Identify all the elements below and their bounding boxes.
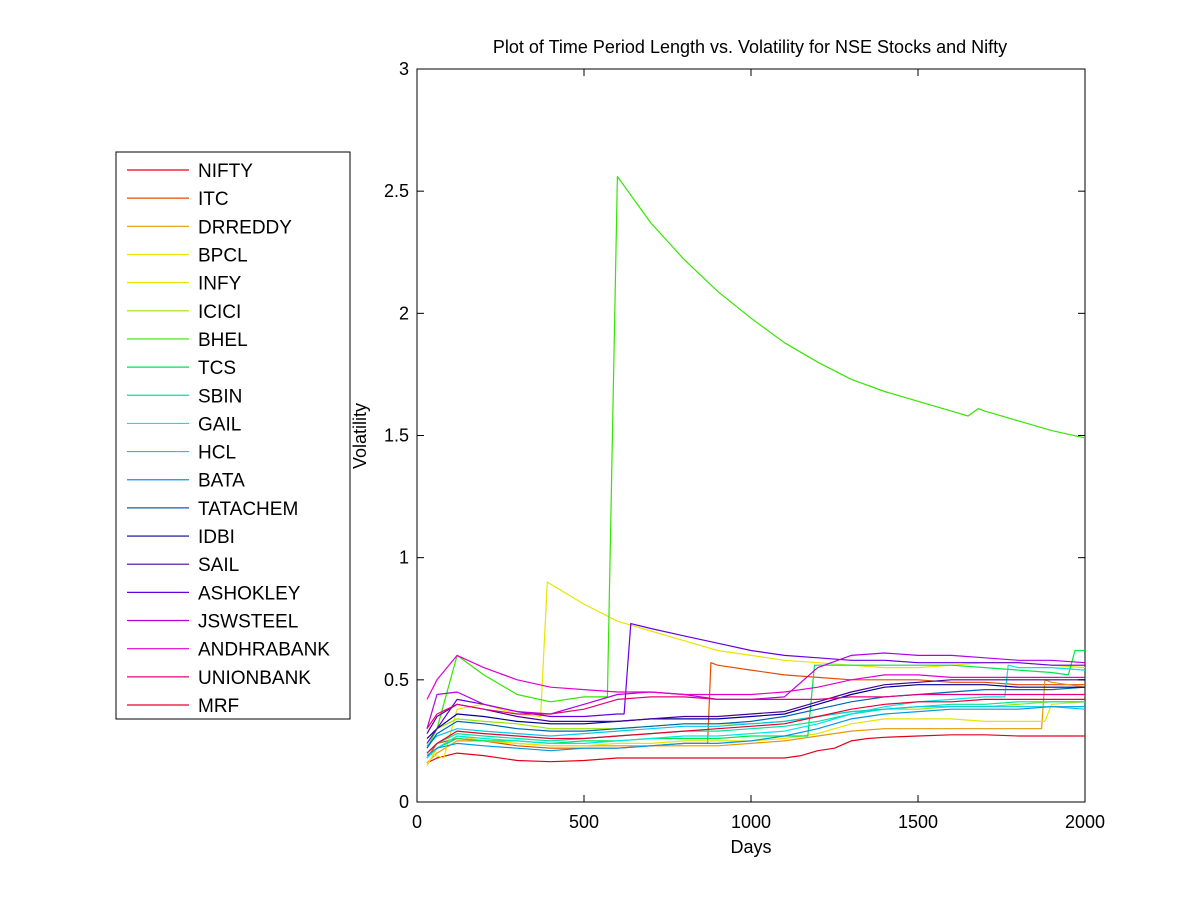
series-line-andhrabank (426, 654, 1085, 700)
series-line-unionbank (426, 693, 1085, 730)
legend-item: NIFTY (127, 161, 253, 182)
legend-item: UNIONBANK (127, 668, 311, 689)
legend-item: GAIL (127, 414, 241, 435)
legend-item: ICICI (127, 302, 241, 323)
series-line-itc (426, 662, 1085, 759)
x-tick-label: 0 (412, 812, 422, 832)
legend-item: IDBI (127, 527, 235, 548)
legend-label: TATACHEM (198, 499, 298, 520)
y-tick-label: 0.5 (384, 670, 409, 690)
series-line-gail (426, 664, 1086, 759)
legend-label: DRREDDY (198, 217, 292, 238)
legend-item: INFY (127, 274, 242, 295)
plot-area: 0 500 1000 1500 2000 0 0.5 1 1.5 2 2.5 3 (384, 59, 1105, 832)
series-line-sbin (426, 701, 1085, 754)
legend-item: BHEL (127, 330, 248, 351)
series-line-hcl (426, 706, 1086, 747)
legend: NIFTY ITC DRREDDY BPCL INFY ICICI BHEL TCS SBIN G… (115, 151, 351, 720)
chart-title: Plot of Time Period Length vs. Volatilit… (493, 37, 1007, 57)
legend-box (115, 151, 351, 720)
legend-label: UNIONBANK (198, 668, 311, 689)
x-tick-label: 1500 (898, 812, 938, 832)
x-tick-label: 500 (569, 812, 599, 832)
axes-box (416, 68, 1086, 803)
y-tick-label: 0 (399, 792, 409, 812)
legend-label: NIFTY (198, 161, 253, 182)
legend-item: ANDHRABANK (127, 640, 330, 661)
legend-item: JSWSTEEL (127, 612, 298, 633)
legend-label: ANDHRABANK (198, 640, 330, 661)
y-tick-label: 3 (399, 59, 409, 79)
series-group (426, 175, 1086, 766)
ticks-group: 0 500 1000 1500 2000 0 0.5 1 1.5 2 2.5 3 (384, 59, 1105, 832)
legend-label: BHEL (198, 330, 248, 351)
legend-label: BPCL (198, 245, 248, 266)
legend-items: NIFTY ITC DRREDDY BPCL INFY ICICI BHEL TCS SBIN G… (127, 161, 330, 717)
series-line-idbi (426, 684, 1085, 739)
legend-label: HCL (198, 443, 236, 464)
series-line-mrf (426, 698, 1085, 754)
series-line-tatachem (426, 686, 1086, 749)
series-line-bhel (426, 175, 1086, 749)
legend-item: SAIL (127, 555, 239, 576)
legend-item: HCL (127, 443, 236, 464)
y-tick-label: 2.5 (384, 181, 409, 201)
x-tick-label: 1000 (731, 812, 771, 832)
legend-label: TCS (198, 358, 236, 379)
legend-item: MRF (127, 696, 239, 717)
legend-item: SBIN (127, 386, 242, 407)
x-axis-label: Days (730, 837, 771, 857)
x-tick-label: 2000 (1065, 812, 1105, 832)
series-line-sail (426, 679, 1085, 734)
y-tick-label: 1.5 (384, 426, 409, 446)
legend-label: SAIL (198, 555, 239, 576)
y-tick-label: 2 (399, 303, 409, 323)
legend-item: TATACHEM (127, 499, 298, 520)
legend-label: SBIN (198, 386, 242, 407)
legend-label: GAIL (198, 414, 241, 435)
series-line-nifty (426, 734, 1085, 764)
legend-item: ITC (127, 189, 229, 210)
y-tick-label: 1 (399, 548, 409, 568)
legend-label: MRF (198, 696, 239, 717)
legend-label: ICICI (198, 302, 241, 323)
legend-item: ASHOKLEY (127, 583, 301, 604)
legend-label: IDBI (198, 527, 235, 548)
legend-label: ITC (198, 189, 229, 210)
legend-label: JSWSTEEL (198, 612, 298, 633)
legend-label: INFY (198, 274, 242, 295)
y-axis-label: Volatility (350, 403, 370, 469)
legend-item: DRREDDY (127, 217, 292, 238)
legend-label: ASHOKLEY (198, 583, 301, 604)
legend-label: BATA (198, 471, 245, 492)
legend-item: BATA (127, 471, 245, 492)
series-line-bata (426, 706, 1085, 757)
legend-item: TCS (127, 358, 236, 379)
legend-item: BPCL (127, 245, 248, 266)
series-line-infy (426, 581, 1086, 759)
